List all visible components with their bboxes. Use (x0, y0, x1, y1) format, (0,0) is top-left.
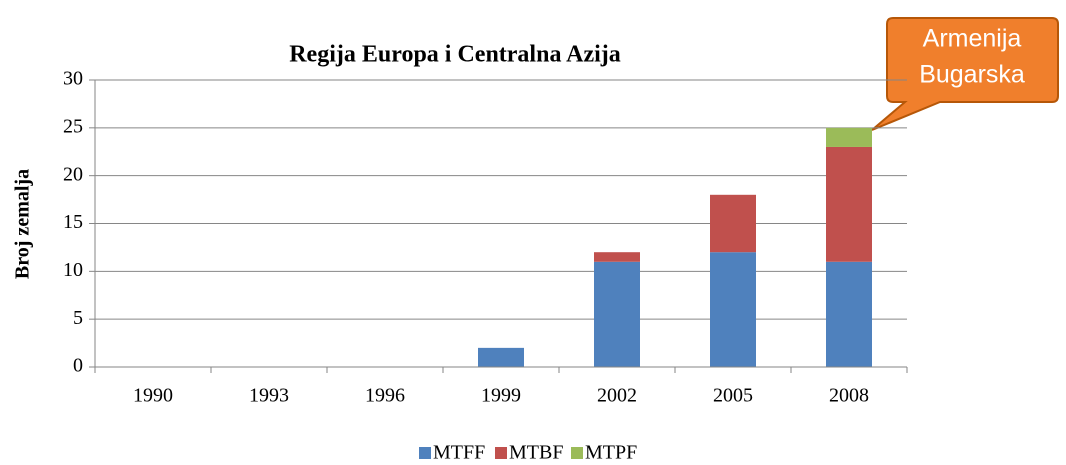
bar-segment (710, 252, 756, 367)
y-tick-label: 10 (63, 259, 83, 281)
x-tick-label: 2005 (713, 385, 753, 407)
bar-segment (478, 347, 524, 367)
legend-label: MTPF (585, 442, 637, 464)
annotation: Armenija (923, 25, 1022, 53)
x-tick-label: 1993 (249, 385, 289, 407)
legend-swatch (571, 447, 583, 459)
legend-swatch (419, 447, 431, 459)
legend-label: MTBF (509, 442, 563, 464)
y-tick-label: 25 (63, 115, 83, 137)
x-tick-label: 1990 (133, 385, 173, 407)
bar-segment (826, 127, 872, 147)
x-tick-label: 1999 (481, 385, 521, 407)
x-tick-label: 1996 (365, 385, 405, 407)
chart-title: Regija Europa i Centralna Azija (289, 42, 621, 68)
x-tick-label: 2002 (597, 385, 637, 407)
y-tick-label: 0 (73, 355, 83, 377)
y-axis-label: Broj zemalja (12, 169, 34, 279)
legend-label: MTFF (433, 442, 485, 464)
bar-segment (710, 194, 756, 253)
y-tick-label: 30 (63, 68, 83, 90)
y-tick-label: 5 (73, 307, 83, 329)
bar-segment (594, 252, 640, 262)
bar-segment (826, 146, 872, 262)
bar-segment (826, 261, 872, 367)
annotation: Bugarska (919, 61, 1025, 89)
y-tick-label: 15 (63, 211, 83, 233)
callout (871, 17, 1059, 131)
legend-swatch (495, 447, 507, 459)
y-tick-label: 20 (63, 163, 83, 185)
bar-segment (594, 261, 640, 367)
x-tick-label: 2008 (829, 385, 869, 407)
